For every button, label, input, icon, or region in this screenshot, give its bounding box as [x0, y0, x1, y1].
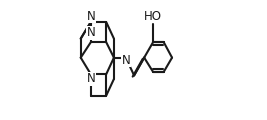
Text: N: N	[87, 72, 95, 85]
Text: N: N	[87, 10, 95, 23]
Text: N: N	[87, 26, 95, 39]
Text: HO: HO	[144, 10, 162, 23]
Text: N: N	[121, 54, 130, 66]
